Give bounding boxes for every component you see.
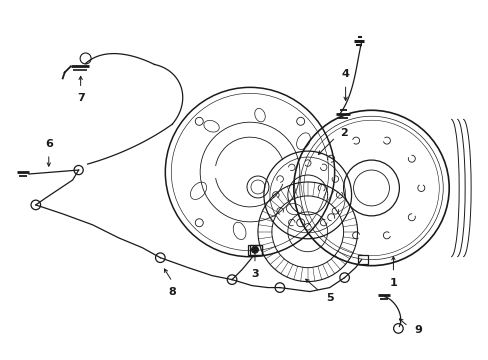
Text: 1: 1 — [389, 278, 396, 288]
Text: 7: 7 — [77, 93, 84, 103]
Circle shape — [251, 246, 258, 253]
Text: 2: 2 — [339, 128, 347, 138]
Text: 9: 9 — [413, 325, 422, 336]
Text: 5: 5 — [325, 293, 333, 302]
Text: 6: 6 — [45, 139, 53, 149]
Text: 3: 3 — [251, 269, 258, 279]
Text: 4: 4 — [341, 69, 349, 80]
Text: 8: 8 — [168, 287, 176, 297]
